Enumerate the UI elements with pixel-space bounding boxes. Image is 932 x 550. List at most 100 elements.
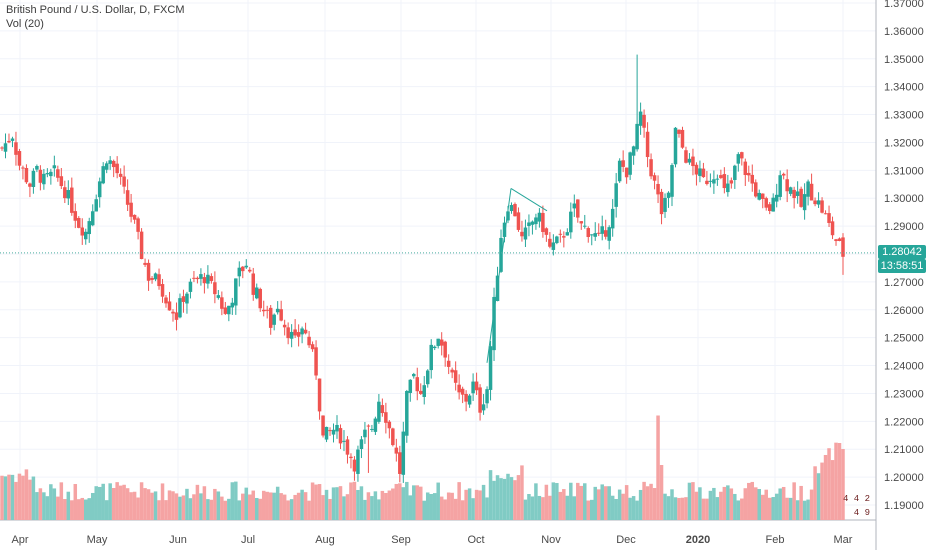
volume-bar <box>610 495 615 520</box>
volume-bar <box>631 496 636 520</box>
candle-body <box>21 167 25 169</box>
trendline <box>510 188 548 212</box>
price-tick-label: 1.32000 <box>884 137 924 149</box>
candle-body <box>663 197 667 212</box>
volume-bar <box>199 493 203 520</box>
candle-body <box>324 426 329 440</box>
volume-bar <box>251 490 256 520</box>
candle-body <box>209 276 214 281</box>
volume-bar <box>321 495 325 520</box>
candle-body <box>296 332 301 337</box>
volume-bar <box>827 448 831 520</box>
volume-bar <box>506 473 510 520</box>
candle-body <box>377 401 381 422</box>
candle-body <box>708 180 713 182</box>
volume-bar <box>583 483 587 520</box>
candle-body <box>279 309 283 321</box>
volume-bar <box>722 486 727 520</box>
volume-bar <box>310 482 315 520</box>
price-tick-label: 1.29000 <box>884 221 924 233</box>
candle-body <box>474 381 479 391</box>
volume-indicator-label: Vol (20) <box>6 18 44 30</box>
volume-bar <box>84 499 88 520</box>
volume-bar <box>17 473 22 520</box>
candle-body <box>24 167 29 183</box>
candle-body <box>740 152 744 159</box>
volume-bar <box>617 489 622 520</box>
volume-bar <box>373 491 378 520</box>
volume-bar <box>436 482 440 520</box>
candle-body <box>66 190 71 199</box>
volume-bar <box>28 479 32 520</box>
volume-bar <box>541 497 545 520</box>
volume-bar <box>663 493 667 520</box>
volume-bar <box>425 492 430 520</box>
volume-bar <box>600 484 604 520</box>
volume-bar <box>307 500 311 520</box>
volume-bar <box>356 489 360 520</box>
candle-body <box>837 238 842 242</box>
candle-body <box>87 221 91 235</box>
candle-body <box>481 404 486 411</box>
candle-body <box>649 159 653 177</box>
candle-body <box>223 307 228 314</box>
candle-body <box>624 167 629 178</box>
volume-bar <box>345 494 350 520</box>
volume-bar <box>760 494 765 520</box>
candle-body <box>827 213 831 223</box>
candle-body <box>143 262 147 265</box>
volume-bar <box>401 487 406 520</box>
candle-body <box>412 373 416 377</box>
volume-bar <box>300 489 304 520</box>
candle-body <box>722 174 727 189</box>
candle-body <box>771 197 775 212</box>
candle-body <box>199 274 203 279</box>
volume-bar <box>516 475 521 520</box>
volume-bar <box>111 488 116 520</box>
volume-badge-line1: 4 4 2 <box>842 494 870 504</box>
candle-body <box>28 183 32 187</box>
volume-bar <box>492 480 496 520</box>
candle-body <box>802 194 807 211</box>
candle-body <box>216 295 221 298</box>
candle-body <box>555 236 559 244</box>
volume-bar <box>795 500 800 520</box>
candle-body <box>401 431 406 475</box>
volume-bar <box>258 498 262 520</box>
volume-bar <box>548 495 552 520</box>
volume-bar <box>31 476 36 520</box>
volume-bar <box>391 488 395 520</box>
volume-bar <box>624 485 629 520</box>
candle-body <box>42 173 46 185</box>
volume-bar <box>209 499 214 520</box>
volume-bar <box>80 497 85 520</box>
candle-body <box>750 174 755 184</box>
candle-body <box>464 393 468 402</box>
volume-bar <box>10 474 15 520</box>
volume-bar <box>52 488 57 520</box>
volume-bar <box>607 486 611 520</box>
candle-body <box>781 173 786 176</box>
symbol-title: British Pound / U.S. Dollar, D, FXCM <box>6 4 185 16</box>
candle-body <box>56 169 60 178</box>
volume-bar <box>370 496 374 520</box>
candle-body <box>774 194 779 202</box>
candle-body <box>638 111 643 126</box>
candle-body <box>698 168 702 176</box>
candle-body <box>670 165 674 197</box>
volume-bar <box>87 498 91 520</box>
candle-body <box>583 225 587 227</box>
volume-bar <box>464 489 468 520</box>
candle-body <box>541 212 545 232</box>
volume-bar <box>771 497 775 520</box>
price-tick-label: 1.30000 <box>884 193 924 205</box>
volume-bar <box>220 496 224 520</box>
volume-bar <box>698 487 702 520</box>
candle-body <box>394 447 399 454</box>
candle-body <box>432 346 437 349</box>
candle-body <box>139 231 144 260</box>
volume-bar <box>555 483 559 520</box>
volume-bar <box>614 498 618 520</box>
candle-body <box>673 127 678 165</box>
